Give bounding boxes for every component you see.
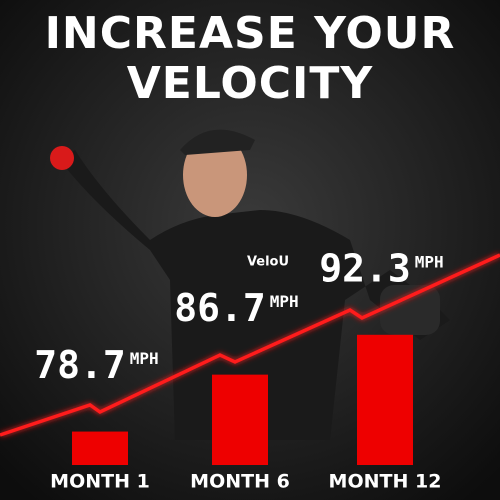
title-line: INCREASE YOUR <box>45 8 456 59</box>
shirt-logo: VeloU <box>247 255 289 270</box>
value-label: 86.7 <box>174 286 266 330</box>
unit-label: MPH <box>415 252 444 271</box>
value-label: 92.3 <box>319 246 411 290</box>
title-line: VELOCITY <box>127 58 374 109</box>
value-label: 78.7 <box>34 343 126 387</box>
bar <box>357 334 413 465</box>
unit-label: MPH <box>130 349 159 368</box>
athlete: VeloU <box>50 129 450 440</box>
category-label: MONTH 6 <box>190 471 290 493</box>
bar <box>212 374 268 465</box>
unit-label: MPH <box>270 292 299 311</box>
trend-line <box>0 253 500 437</box>
category-label: MONTH 1 <box>50 471 150 493</box>
category-label: MONTH 12 <box>329 471 442 493</box>
bar <box>72 431 128 465</box>
